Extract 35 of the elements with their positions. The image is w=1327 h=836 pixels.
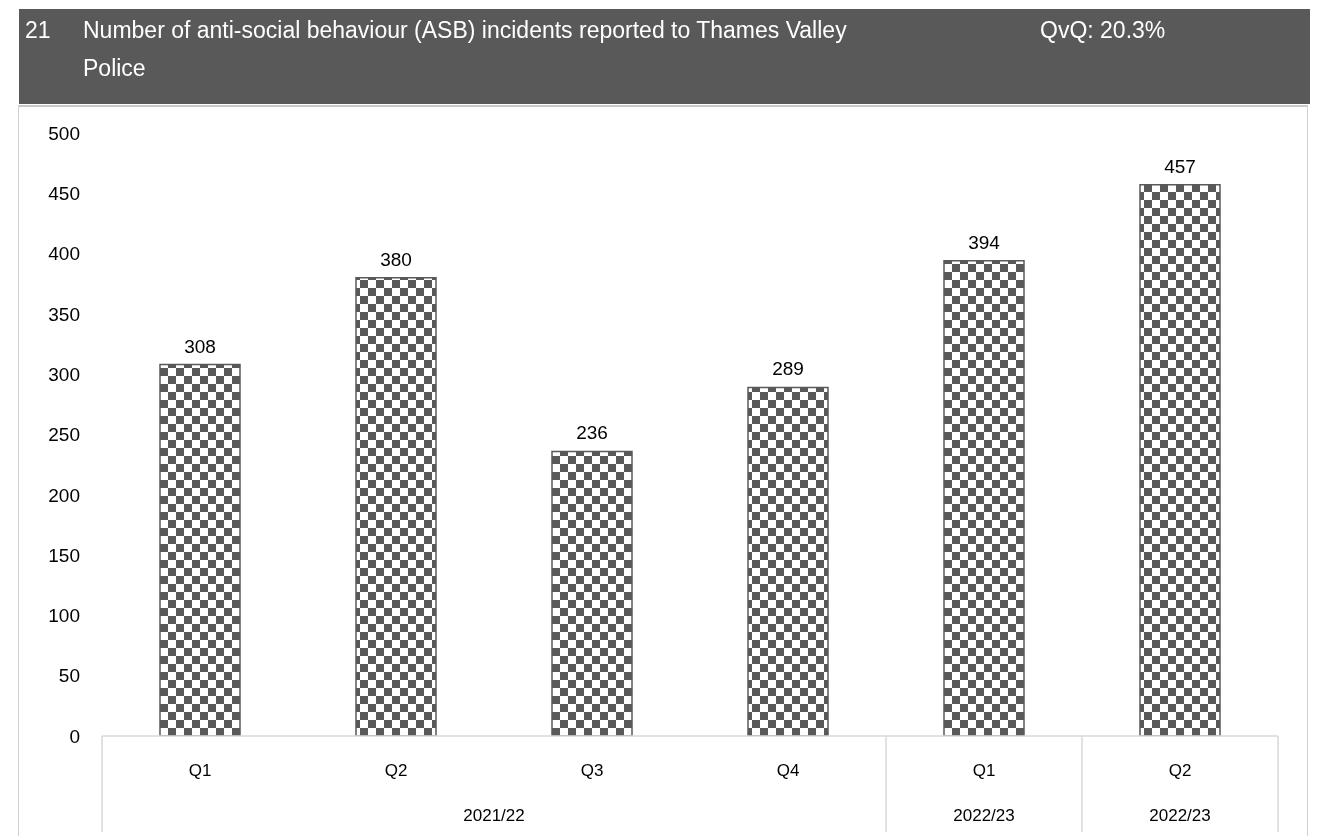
y-tick-label: 100 — [48, 605, 80, 627]
x-tick-label: Q1 — [188, 761, 212, 780]
bar — [355, 276, 437, 736]
y-tick-label: 250 — [48, 424, 80, 446]
chart-subtitle: QvQ: 20.3% — [1040, 16, 1166, 45]
data-label: 457 — [1164, 155, 1196, 177]
bar — [159, 363, 241, 736]
bar — [943, 260, 1025, 736]
y-tick-label: 200 — [48, 484, 80, 506]
y-tick-label: 400 — [48, 243, 80, 265]
x-tick-label: Q1 — [972, 761, 996, 780]
y-tick-label: 0 — [69, 725, 80, 747]
x-tick-label: Q2 — [384, 761, 408, 780]
chart-title: Number of anti-social behaviour (ASB) incidents reported to Thames Valley Police — [83, 16, 848, 83]
data-label: 394 — [968, 231, 1001, 253]
x-tick-label: Q2 — [1168, 761, 1192, 780]
data-label: 236 — [576, 422, 608, 444]
text: 2022/23 — [953, 806, 1015, 825]
bar — [551, 450, 633, 736]
y-tick-label: 300 — [48, 363, 80, 385]
y-tick-label: 150 — [48, 544, 80, 566]
text: 2022/23 — [1149, 806, 1211, 825]
y-tick-label: 500 — [48, 122, 80, 144]
bar — [747, 386, 829, 736]
x-tick-label: Q3 — [580, 761, 604, 780]
y-tick-label: 450 — [48, 183, 80, 205]
y-tick-label: 350 — [48, 303, 80, 325]
x-tick-label: Q4 — [776, 761, 800, 780]
y-tick-label: 50 — [58, 665, 80, 687]
data-label: 380 — [380, 248, 412, 270]
text: 2021/22 — [463, 806, 525, 825]
data-label: 289 — [772, 358, 804, 380]
text: 21 — [25, 16, 51, 45]
data-label: 308 — [184, 335, 216, 357]
bar — [1139, 184, 1221, 736]
